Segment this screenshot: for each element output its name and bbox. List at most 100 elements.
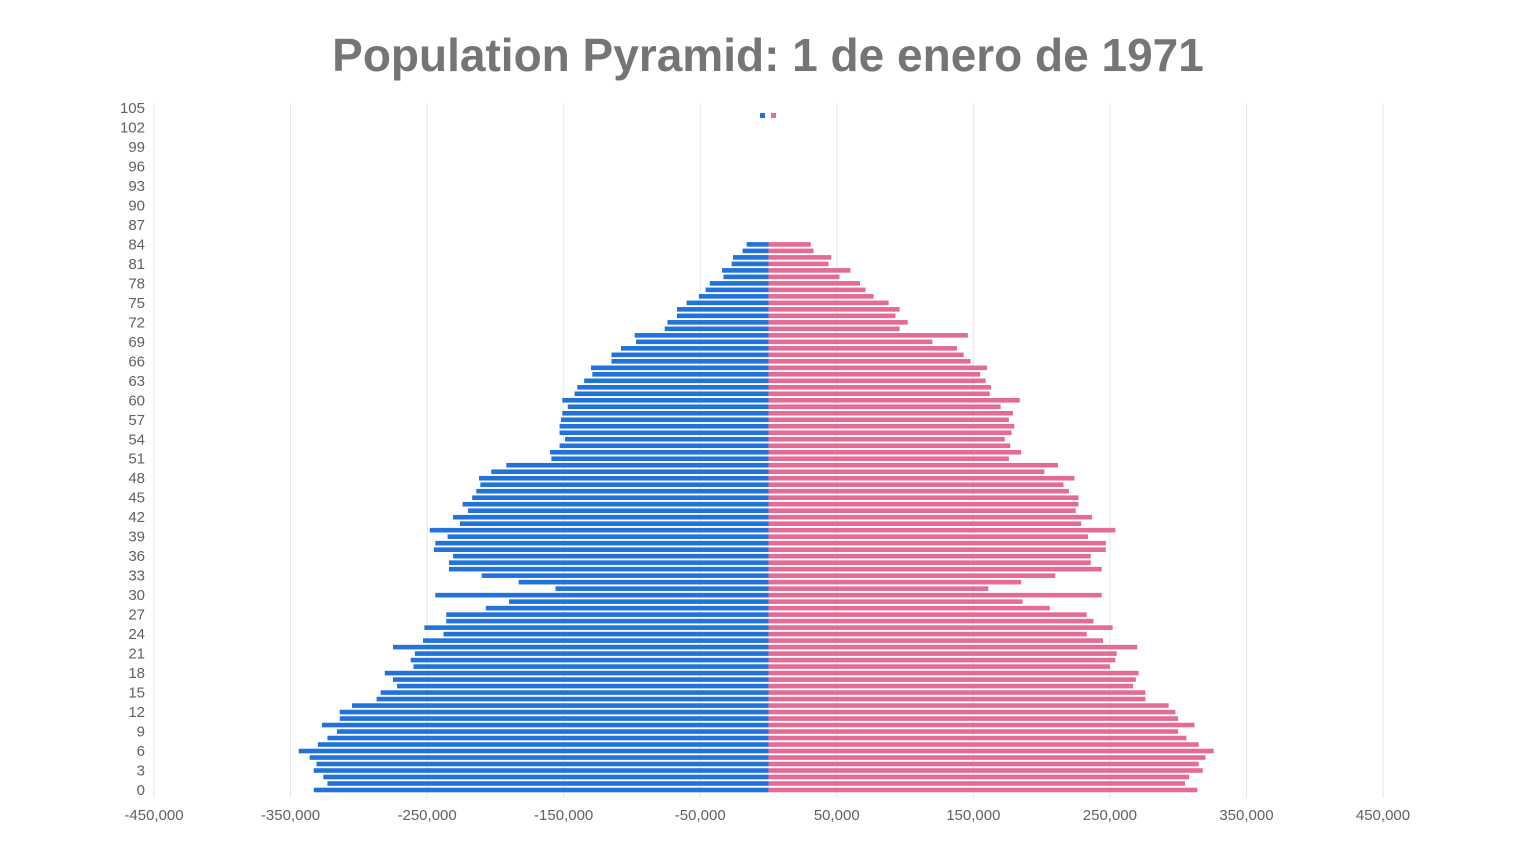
y-tick-label: 54 [128, 431, 145, 448]
y-tick-label: 39 [128, 529, 145, 546]
bars [298, 242, 1214, 793]
bar-right-age-24 [768, 631, 1087, 637]
x-tick-label: 150,000 [946, 807, 1000, 824]
bar-left-age-66 [611, 359, 769, 364]
bar-left-age-34 [448, 566, 769, 572]
bar-left-age-28 [485, 605, 769, 611]
y-tick-label: 24 [128, 626, 145, 643]
bar-right-age-46 [768, 488, 1069, 494]
legend [760, 113, 776, 118]
x-axis-ticks: -450,000 -350,000 -250,000 -150,000 -50,000 5… [124, 807, 1410, 824]
bar-left-age-81 [731, 261, 769, 267]
bar-right-age-4 [768, 761, 1199, 767]
bar-left-age-23 [423, 638, 769, 643]
y-tick-label: 66 [128, 353, 145, 370]
bar-right-age-81 [768, 261, 829, 267]
x-tick-label: 350,000 [1219, 807, 1273, 824]
bar-right-age-28 [768, 605, 1050, 611]
bar-right-age-59 [768, 404, 1001, 410]
bar-left-age-20 [410, 657, 769, 663]
bar-left-age-26 [446, 618, 769, 624]
bar-left-age-76 [698, 294, 769, 299]
bar-left-age-1 [327, 781, 769, 786]
bar-left-age-47 [480, 482, 769, 488]
bar-right-age-23 [768, 638, 1104, 643]
bar-right-age-74 [768, 307, 900, 312]
bar-left-age-67 [611, 352, 769, 358]
bar-right-age-72 [768, 320, 908, 325]
bar-right-age-12 [768, 709, 1176, 715]
bar-right-age-66 [768, 359, 971, 364]
y-axis-ticks: 0369121518212427303336394245485154576063… [120, 100, 145, 799]
bar-right-age-78 [768, 281, 860, 286]
bar-left-age-15 [380, 690, 769, 695]
bar-right-age-54 [768, 436, 1005, 442]
bar-right-age-39 [768, 534, 1089, 539]
bar-right-age-63 [768, 378, 986, 384]
y-tick-label: 81 [128, 256, 145, 273]
bar-right-age-44 [768, 501, 1079, 507]
bar-right-age-37 [768, 547, 1106, 552]
bar-right-age-15 [768, 690, 1146, 695]
legend-swatch [771, 113, 776, 118]
bar-right-age-0 [768, 787, 1198, 793]
bar-right-age-84 [768, 242, 811, 247]
y-tick-label: 9 [137, 724, 145, 741]
bar-left-age-36 [453, 553, 769, 559]
bar-left-age-6 [298, 748, 769, 754]
y-tick-label: 27 [128, 607, 145, 624]
bar-right-age-57 [768, 417, 1009, 423]
bar-left-age-19 [413, 664, 769, 669]
bar-left-age-48 [479, 475, 769, 481]
x-tick-label: -50,000 [675, 807, 726, 824]
bar-left-age-5 [309, 755, 769, 760]
bar-right-age-71 [768, 326, 900, 332]
bar-left-age-38 [435, 540, 769, 546]
bar-left-age-9 [336, 729, 769, 734]
bar-left-age-75 [686, 300, 769, 306]
bar-left-age-17 [392, 677, 769, 682]
bar-right-age-45 [768, 495, 1079, 501]
bar-left-age-72 [667, 320, 769, 325]
bar-left-age-13 [352, 703, 769, 708]
bar-right-age-47 [768, 482, 1064, 488]
x-tick-label: -450,000 [124, 807, 183, 824]
bar-left-age-18 [384, 670, 769, 676]
bar-right-age-25 [768, 625, 1113, 630]
bar-right-age-75 [768, 300, 889, 306]
bar-right-age-14 [768, 696, 1146, 702]
bar-left-age-44 [462, 501, 769, 507]
bar-left-age-37 [433, 547, 769, 552]
bar-right-age-41 [768, 521, 1082, 526]
bar-left-age-27 [446, 612, 769, 617]
bar-right-age-16 [768, 683, 1134, 689]
bar-right-age-7 [768, 742, 1199, 747]
bar-right-age-29 [768, 599, 1023, 604]
bar-left-age-61 [574, 391, 769, 397]
bar-left-age-8 [327, 735, 769, 741]
bar-right-age-27 [768, 612, 1087, 617]
x-tick-label: -250,000 [398, 807, 457, 824]
bar-right-age-77 [768, 287, 866, 293]
bar-left-age-77 [705, 287, 769, 293]
y-tick-label: 102 [120, 119, 145, 136]
bar-left-age-25 [424, 625, 769, 630]
bar-left-age-42 [453, 514, 769, 520]
bar-right-age-55 [768, 430, 1012, 436]
bar-right-age-5 [768, 755, 1206, 760]
y-tick-label: 69 [128, 334, 145, 351]
bar-left-age-84 [746, 242, 769, 247]
bar-right-age-79 [768, 274, 840, 280]
bar-left-age-58 [562, 410, 769, 416]
bar-left-age-65 [590, 365, 769, 371]
x-tick-label: 250,000 [1083, 807, 1137, 824]
y-tick-label: 45 [128, 490, 145, 507]
bar-left-age-46 [476, 488, 769, 494]
bar-left-age-35 [448, 560, 769, 565]
bar-left-age-80 [722, 268, 769, 273]
bar-right-age-11 [768, 716, 1179, 721]
bar-right-age-70 [768, 333, 968, 338]
bar-left-age-55 [559, 430, 769, 436]
bar-right-age-50 [768, 462, 1058, 468]
y-tick-label: 30 [128, 587, 145, 604]
